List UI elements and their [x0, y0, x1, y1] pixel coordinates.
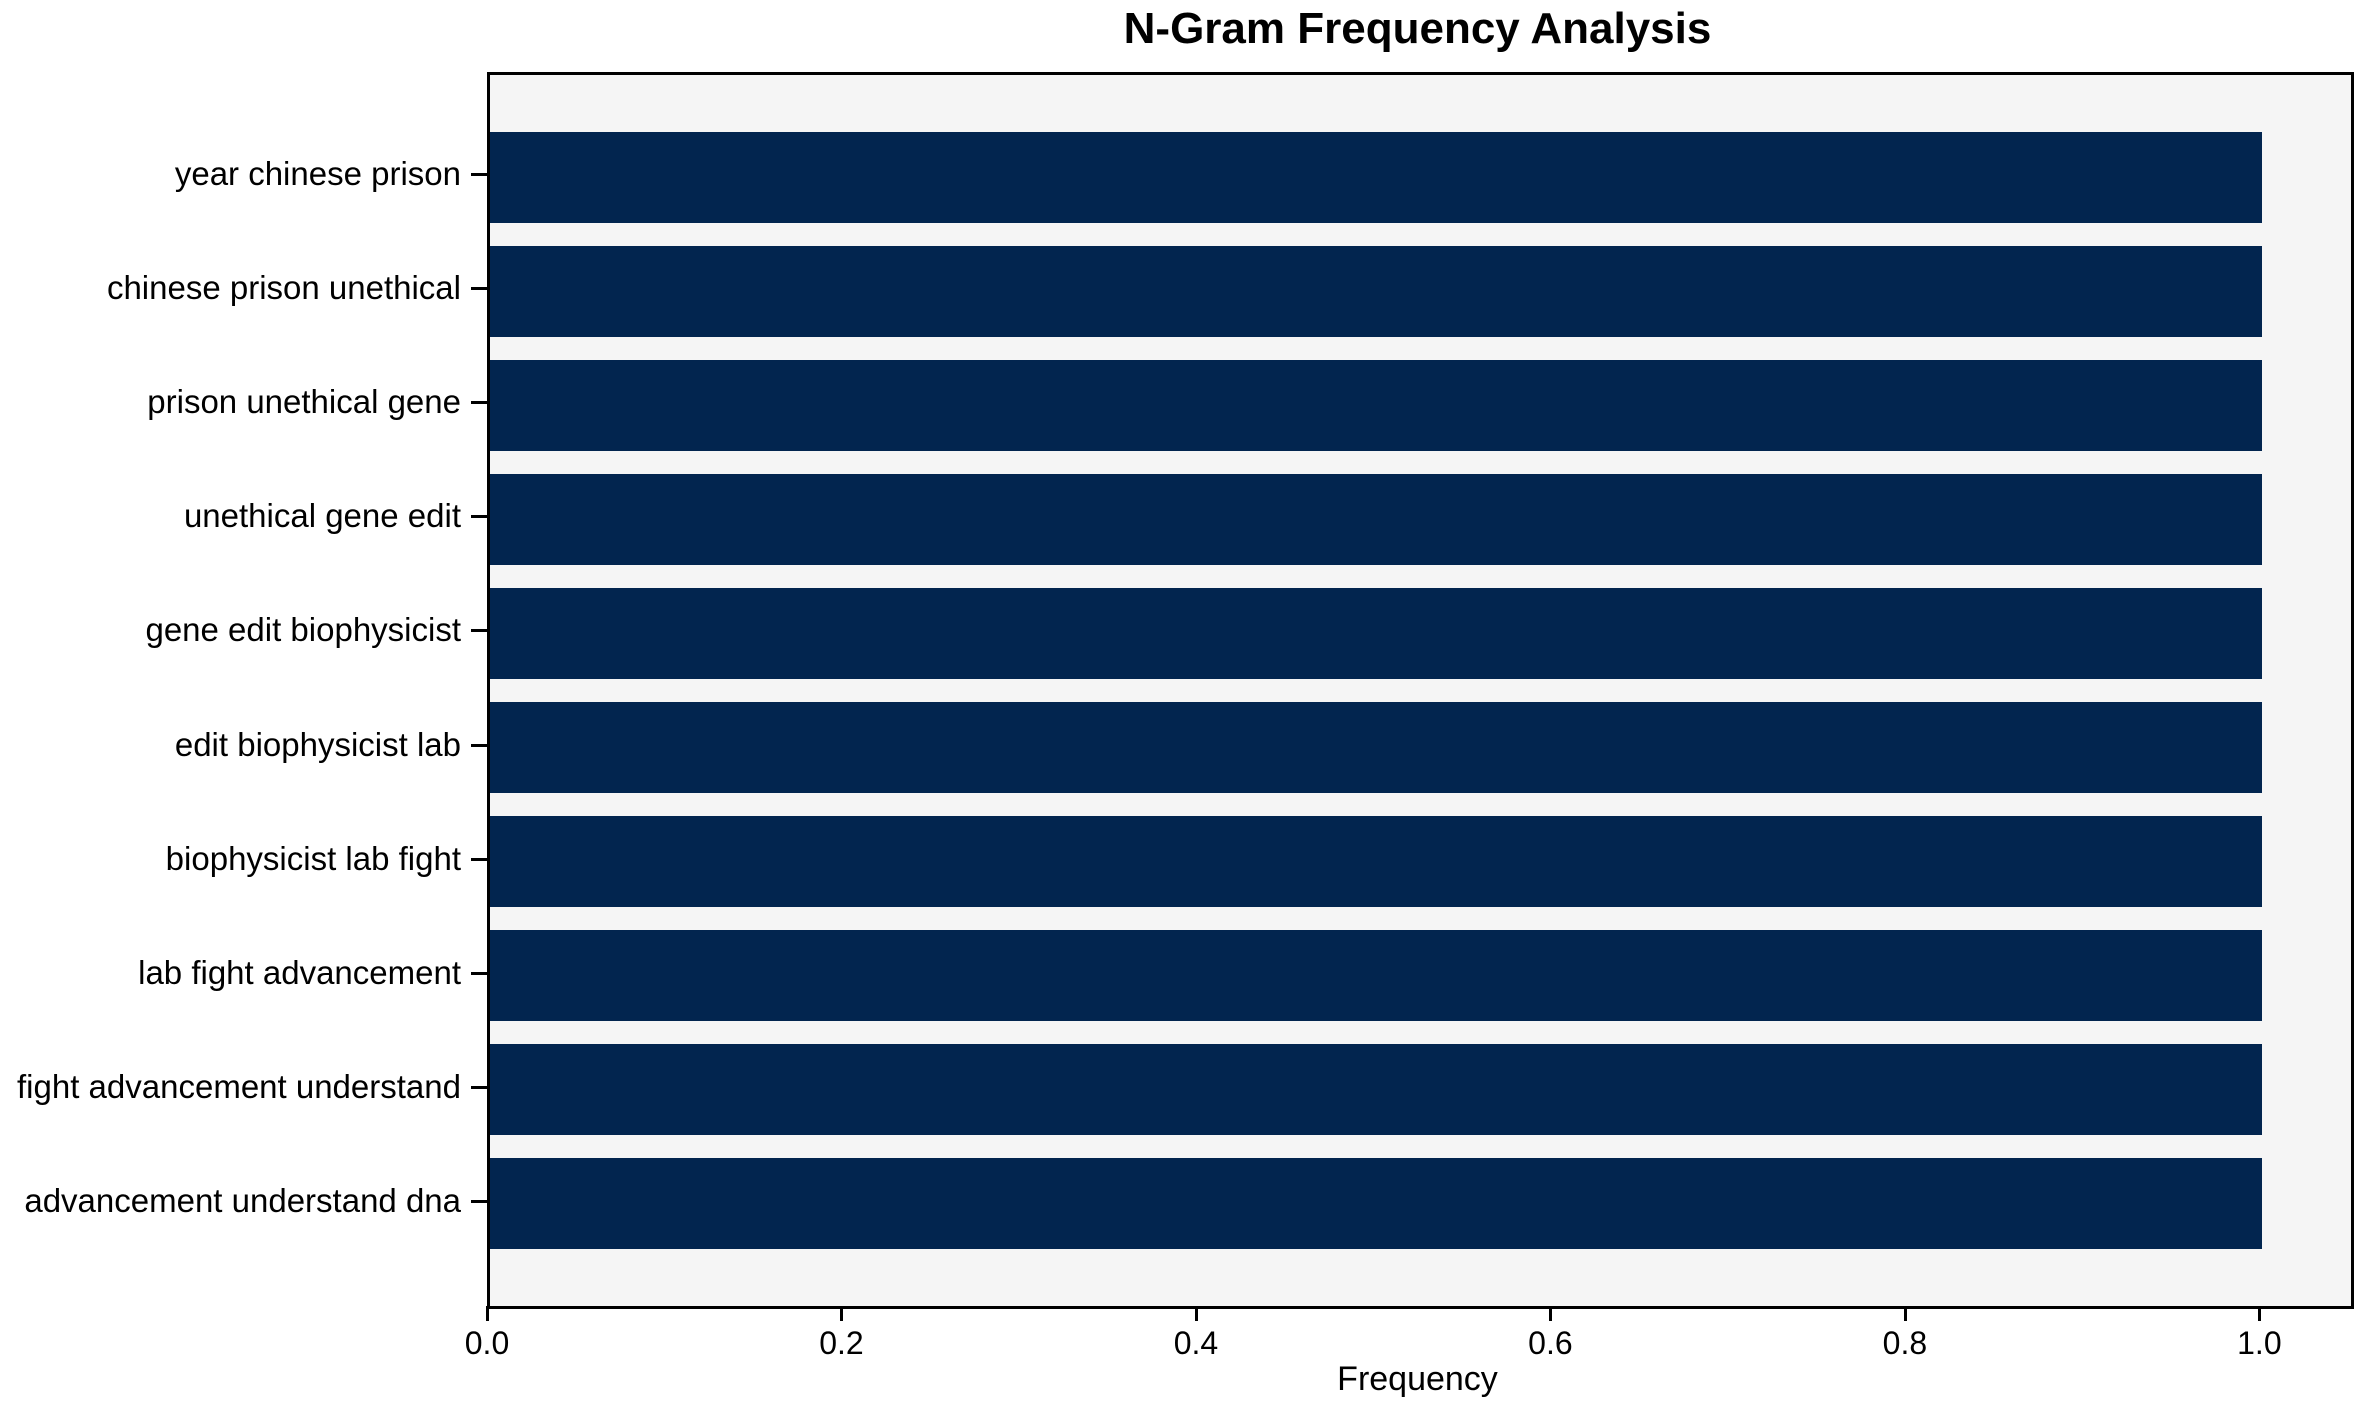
x-axis-label: Frequency	[1337, 1360, 1498, 1398]
bar	[490, 930, 2263, 1022]
bar	[490, 816, 2263, 908]
x-tick-label: 1.0	[2237, 1325, 2282, 1361]
y-tick-mark	[471, 857, 487, 861]
chart-title: N-Gram Frequency Analysis	[1123, 4, 1712, 53]
x-tick-mark	[486, 1306, 489, 1321]
x-tick-mark	[840, 1306, 844, 1321]
y-tick-mark	[471, 287, 487, 291]
y-tick-label: edit biophysicist lab	[174, 725, 461, 763]
y-tick-label: lab fight advancement	[138, 953, 461, 991]
bar	[490, 473, 2263, 565]
y-tick-mark	[471, 1085, 487, 1089]
x-tick-mark	[2258, 1306, 2262, 1321]
bar	[490, 245, 2263, 337]
bar	[490, 702, 2263, 794]
x-tick-label: 0.2	[819, 1325, 864, 1361]
y-tick-mark	[471, 629, 487, 633]
y-tick-mark	[471, 401, 487, 405]
x-tick-label: 0.8	[1882, 1325, 1928, 1361]
y-tick-mark	[471, 515, 487, 519]
y-tick-label: gene edit biophysicist	[145, 611, 461, 649]
y-tick-mark	[471, 1199, 487, 1203]
y-tick-label: biophysicist lab fight	[165, 839, 461, 877]
x-tick-mark	[1903, 1306, 1907, 1321]
x-tick-label: 0.6	[1528, 1325, 1573, 1361]
y-tick-mark	[471, 173, 487, 177]
y-tick-label: prison unethical gene	[147, 383, 461, 421]
y-tick-label: fight advancement understand	[17, 1067, 461, 1105]
y-tick-label: year chinese prison	[174, 155, 461, 193]
y-tick-label: advancement understand dna	[24, 1181, 461, 1219]
bar	[490, 1044, 2263, 1136]
x-tick-label: 0.0	[464, 1325, 510, 1361]
bar	[490, 1158, 2263, 1250]
y-tick-mark	[471, 743, 487, 747]
x-tick-mark	[1549, 1306, 1553, 1321]
x-tick-mark	[1194, 1306, 1198, 1321]
bar	[490, 131, 2263, 223]
x-tick-label: 0.4	[1173, 1325, 1219, 1361]
y-tick-label: unethical gene edit	[183, 497, 461, 535]
bar	[490, 587, 2263, 679]
plot-area	[487, 72, 2354, 1309]
bar	[490, 359, 2263, 451]
y-tick-label: chinese prison unethical	[106, 269, 461, 307]
y-tick-mark	[471, 971, 487, 975]
